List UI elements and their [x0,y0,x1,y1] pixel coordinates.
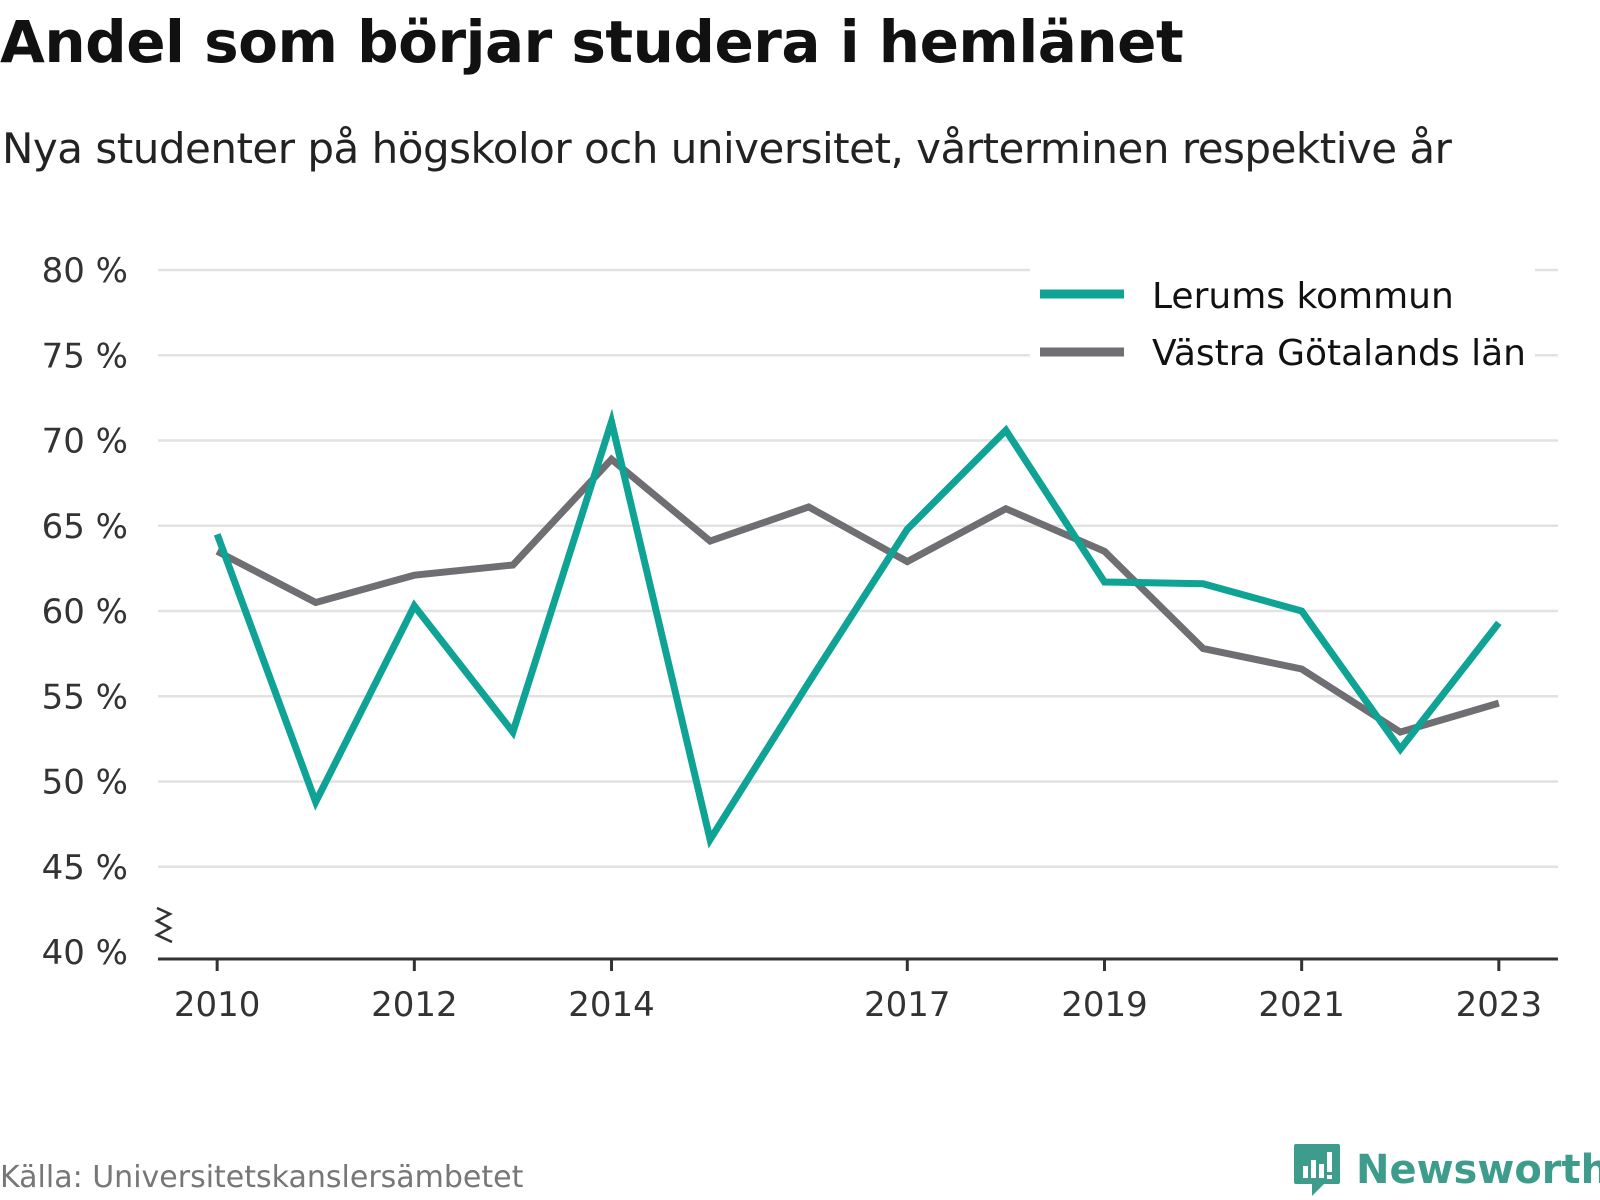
y-tick-label: 45 % [42,848,128,888]
x-tick-label: 2014 [568,985,655,1025]
legend-label-lerum: Lerums kommun [1152,276,1454,317]
bar-chart-speech-bubble-icon [1294,1144,1340,1196]
brand: Newsworthy [1292,1142,1600,1198]
x-tick-label: 2017 [864,985,951,1025]
chart-title: Andel som börjar studera i hemlänet [0,8,1184,76]
series-line-lerum [213,408,1502,849]
y-tick-label: 70 % [42,422,128,462]
y-axis-labels: 40 % 45 % 50 % 55 % 60 % 65 % 70 % 75 % 80 % [42,251,128,973]
y-tick-label: 75 % [42,336,128,376]
source-note: Källa: Universitetskanslersämbetet [0,1160,524,1195]
y-tick-label: 40 % [42,933,128,973]
y-tick-label: 60 % [42,592,128,632]
x-tick-label: 2023 [1456,985,1543,1025]
x-tick-label: 2021 [1258,985,1345,1025]
zigzag-axis-break-icon [154,906,173,944]
series-line-vgr [215,454,1500,736]
y-tick-label: 80 % [42,251,128,291]
x-tick-label: 2012 [371,985,458,1025]
chart-subtitle: Nya studenter på högskolor och universit… [2,124,1452,173]
x-axis-labels: 2010 2012 2014 2017 2019 2021 2023 [174,985,1542,1025]
x-tick-label: 2019 [1061,985,1148,1025]
legend-label-vgr: Västra Götalands län [1152,333,1526,374]
y-tick-label: 50 % [42,763,128,803]
series-lines [213,408,1502,849]
legend: Lerums kommun Västra Götalands län [1030,268,1535,378]
y-tick-label: 55 % [42,677,128,717]
x-tick-label: 2010 [174,985,261,1025]
legend-background [1030,268,1535,378]
x-axis [158,957,1558,971]
brand-name: Newsworthy [1356,1147,1600,1193]
y-tick-label: 65 % [42,507,128,547]
